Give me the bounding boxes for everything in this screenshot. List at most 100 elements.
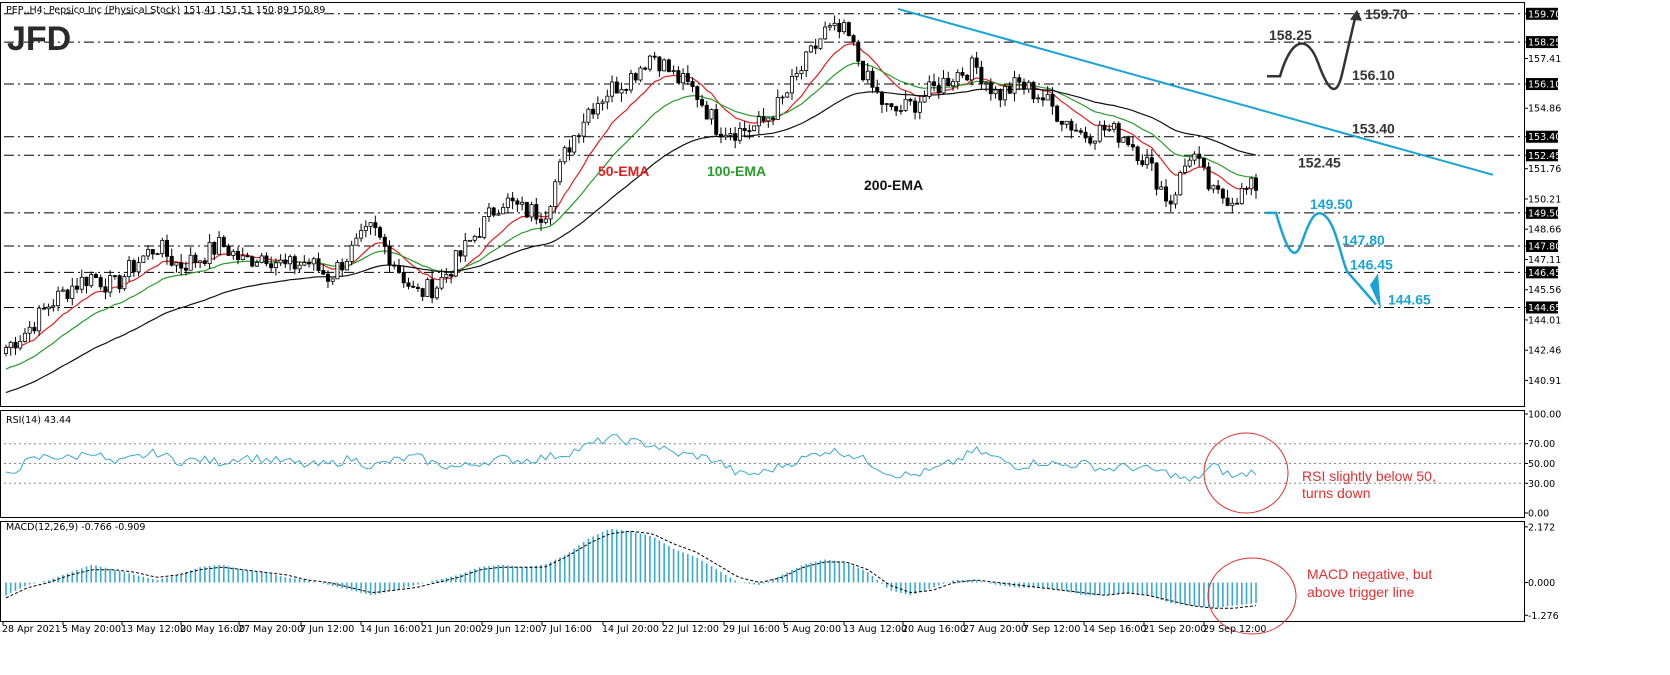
- candle-body: [804, 51, 809, 71]
- candle-body: [652, 55, 657, 58]
- candle-body: [344, 260, 349, 271]
- rsi-tick-label: 70.00: [1528, 439, 1555, 450]
- level-label: 152.45: [1298, 154, 1341, 170]
- candle-body: [1192, 153, 1197, 161]
- candle-body: [1130, 144, 1135, 148]
- candle-body: [1107, 128, 1112, 131]
- price-tick-label: 151.76: [1528, 164, 1561, 175]
- candle-body: [368, 222, 373, 227]
- candle-body: [789, 75, 794, 94]
- candle-body: [1197, 153, 1202, 159]
- candle-body: [543, 218, 548, 223]
- candle-body: [898, 110, 903, 112]
- candle-body: [155, 253, 160, 256]
- candle-body: [486, 207, 491, 218]
- candle-body: [79, 276, 84, 290]
- candle-body: [988, 82, 993, 95]
- candle-body: [576, 135, 581, 138]
- candle-body: [217, 236, 222, 255]
- candle-body: [832, 22, 837, 27]
- candle-body: [193, 254, 198, 263]
- candle-body: [325, 273, 330, 282]
- level-label: 144.65: [1388, 291, 1431, 307]
- candle-body: [1239, 188, 1244, 205]
- candle-body: [1012, 77, 1017, 94]
- candle-body: [425, 279, 430, 297]
- candle-body: [690, 81, 695, 88]
- candle-body: [183, 267, 188, 271]
- price-tick-label: 154.86: [1528, 104, 1561, 115]
- date-label: 7 Jun 12:00: [300, 624, 354, 635]
- candle-body: [501, 206, 506, 215]
- candle-body: [879, 91, 884, 105]
- candle-body: [406, 282, 411, 287]
- rsi-highlight-circle: [1203, 432, 1289, 514]
- candle-body: [1078, 130, 1083, 133]
- level-label: 149.50: [1310, 196, 1353, 212]
- candle-body: [842, 22, 847, 33]
- candle-body: [700, 99, 705, 106]
- price-tag-box: [1526, 78, 1558, 91]
- candle-body: [179, 262, 184, 269]
- ema-label: 200-EMA: [864, 177, 923, 193]
- candle-body: [586, 108, 591, 123]
- candle-body: [922, 96, 927, 103]
- candle-body: [449, 274, 454, 277]
- candle-body: [1116, 123, 1121, 143]
- macd-panel: 2.172 0.000 -1.276 MACD negative, but above …: [5, 522, 1559, 635]
- candle-body: [761, 116, 766, 122]
- price-tag-label: 146.45: [1528, 268, 1561, 279]
- price-tick-label: 157.41: [1528, 54, 1561, 65]
- candle-body: [264, 255, 269, 265]
- candle-body: [681, 73, 686, 84]
- price-tick-label: 144.01: [1528, 315, 1561, 326]
- candle-body: [122, 276, 127, 290]
- candle-body: [136, 262, 141, 273]
- candle-body: [1102, 124, 1107, 131]
- candle-body: [330, 278, 335, 282]
- price-tick-label: 147.11: [1528, 255, 1561, 266]
- candle-body: [861, 60, 866, 81]
- candle-body: [444, 274, 449, 278]
- candle-body: [75, 285, 80, 290]
- candle-body: [1149, 157, 1154, 164]
- candle-body: [482, 216, 487, 238]
- candle-body: [808, 45, 813, 53]
- candle-body: [1074, 129, 1079, 132]
- candle-body: [1164, 186, 1169, 202]
- candle-body: [562, 147, 567, 163]
- candle-body: [1064, 120, 1069, 125]
- candle-body: [794, 73, 799, 77]
- candle-body: [283, 259, 288, 265]
- candle-body: [415, 286, 420, 289]
- candle-body: [846, 22, 851, 36]
- date-label: 13 May 12:00: [121, 624, 186, 635]
- date-label: 5 May 20:00: [62, 624, 121, 635]
- candle-body: [799, 70, 804, 74]
- candle-body: [695, 86, 700, 100]
- macd-tick-label: 2.172: [1528, 522, 1555, 533]
- candle-body: [856, 41, 861, 62]
- date-label: 5 Aug 20:00: [783, 624, 841, 635]
- candle-body: [98, 277, 103, 288]
- candle-body: [1036, 97, 1041, 100]
- candle-body: [1168, 200, 1173, 205]
- macd-note: above trigger line: [1307, 584, 1415, 600]
- candle-body: [472, 236, 477, 241]
- rsi-tick-label: 0.00: [1528, 509, 1549, 520]
- ema100-line: [5, 62, 1257, 370]
- level-label: 146.45: [1350, 256, 1393, 272]
- candle-body: [998, 89, 1003, 101]
- candle-body: [131, 260, 136, 273]
- date-label: 21 Sep 20:00: [1143, 624, 1206, 635]
- price-tag-box: [1526, 266, 1558, 279]
- candle-body: [354, 237, 359, 246]
- candle-body: [984, 82, 989, 85]
- candle-body: [1230, 202, 1235, 206]
- candle-body: [1017, 77, 1022, 83]
- rsi-tick-label: 100.00: [1528, 410, 1561, 421]
- candle-body: [1145, 157, 1150, 165]
- candle-body: [1121, 137, 1126, 143]
- candle-body: [510, 197, 515, 202]
